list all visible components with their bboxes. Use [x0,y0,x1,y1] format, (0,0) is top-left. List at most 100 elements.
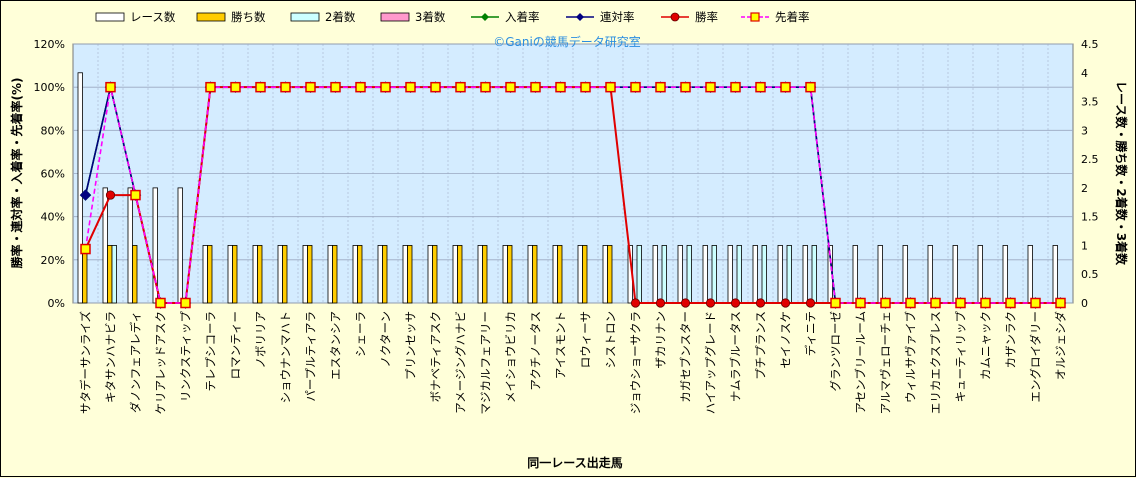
y-right-tick-label: 0 [1081,297,1088,310]
y-right-tick-label: 3 [1081,124,1088,137]
bar-1-20 [582,245,588,304]
bar-1-8 [282,245,288,304]
marker-2-26 [730,298,741,308]
bar-1-2 [132,245,138,304]
legend-item-3: 3着数 [380,10,446,24]
bar-1-14 [432,245,438,304]
marker-3-8 [280,81,291,93]
marker-3-17 [505,81,516,93]
axes: 0% 20% 40% 60% 80% 100% 120% 0 0.5 1 1.5 2 2.5 3 3.5 4 4… [34,38,1099,415]
bar-2-25 [711,245,717,304]
bar-2-23 [661,245,667,304]
watermark: ©Ganiの競馬データ研究室 [493,34,641,49]
x-category-label: メイショウビリカ [504,311,518,403]
x-category-label: カムニャック [979,311,993,380]
bar-0-4 [177,187,183,304]
y-right-tick-label: 2.5 [1081,153,1099,166]
bar-1-10 [332,245,338,304]
bar-1-13 [407,245,413,304]
legend-marker [750,12,760,22]
marker-3-35 [955,297,966,309]
marker-3-12 [380,81,391,93]
x-category-label: アイスモント [554,311,568,379]
bar-1-12 [382,245,388,304]
x-category-label: ザカリナン [654,311,668,369]
y-left-tick-label: 60% [41,168,65,181]
x-category-label: カザンラク [1004,311,1018,369]
bar-0-24 [677,245,683,304]
bar-0-33 [902,245,908,304]
bar-0-12 [377,245,383,304]
marker-3-19 [555,81,566,93]
marker-2-25 [705,298,716,308]
legend-item-1: 勝ち数 [196,10,266,24]
marker-3-7 [255,81,266,93]
marker-3-28 [780,81,791,93]
marker-3-23 [655,81,666,93]
bar-0-21 [602,245,608,304]
x-category-label: エリカエクスプレス [929,311,943,414]
bar-0-36 [977,245,983,304]
bar-2-26 [736,245,742,304]
y-right-tick-label: 3.5 [1081,96,1099,109]
legend-item-2: 2着数 [290,10,356,24]
marker-3-21 [605,81,616,93]
marker-3-9 [305,81,316,93]
bar-0-8 [277,245,283,304]
marker-3-0 [80,243,91,255]
marker-3-22 [630,81,641,93]
bar-0-13 [402,245,408,304]
bar-0-6 [227,245,233,304]
marker-3-26 [730,81,741,93]
bar-0-10 [327,245,333,304]
x-category-label: ボナベティアスク [429,311,443,402]
marker-2-29 [805,298,816,308]
y-right-tick-label: 0.5 [1081,268,1099,281]
legend-label: 勝率 [695,10,718,24]
x-category-label: オルジェシダ [1054,311,1068,380]
bar-1-19 [557,245,563,304]
x-category-label: ウィルサヴァイブ [904,311,918,403]
y-left-tick-label: 80% [41,124,65,137]
bar-1-17 [507,245,513,304]
bar-2-22 [636,245,642,304]
marker-3-13 [405,81,416,93]
y-left-tick-label: 20% [41,254,65,267]
legend-label: 勝ち数 [231,10,266,24]
y-left-tick-label: 120% [34,38,65,51]
legend-label: 3着数 [415,10,446,24]
bar-2-28 [786,245,792,304]
x-category-label: ノクターン [379,311,393,367]
x-category-label: リンクスティップ [179,311,193,402]
x-category-label: シェーラ [354,311,368,357]
y-axis-left-title: 勝率・連対率・入着率・先着率(%) [9,78,24,269]
marker-3-11 [355,81,366,93]
bar-2-27 [761,245,767,304]
marker-3-25 [705,81,716,93]
line-series [79,81,1067,309]
x-category-label: プリンセッサ [404,311,418,380]
bar-0-32 [877,245,883,304]
bar-1-15 [457,245,463,304]
legend-item-6: 勝率 [661,10,718,24]
legend: レース数 勝ち数 2着数 3着数 入着率 連対率 勝率 先着率 [95,10,810,24]
legend-item-0: レース数 [95,10,176,24]
x-axis-title: 同一レース出走馬 [527,455,622,470]
x-category-label: ノボリリア [254,311,268,369]
x-category-label: プチプランス [754,311,768,380]
marker-3-15 [455,81,466,93]
x-category-label: ディニテ [804,311,818,356]
x-category-label: アルマヴェローチェ [879,311,893,414]
legend-label: 入着率 [505,10,540,24]
bar-0-26 [727,245,733,304]
bar-0-2 [127,187,133,304]
bar-0-19 [552,245,558,304]
marker-3-36 [980,297,991,309]
x-category-label: マジカルフェアリー [479,311,493,415]
x-category-label: アクチノータス [529,311,543,391]
x-category-label: ロマンティー [229,311,243,379]
bar-0-9 [302,245,308,304]
y-axis-right-title: レース数・勝ち数・2着数・3着数 [1114,81,1129,266]
y-left-tick-label: 0% [48,297,65,310]
